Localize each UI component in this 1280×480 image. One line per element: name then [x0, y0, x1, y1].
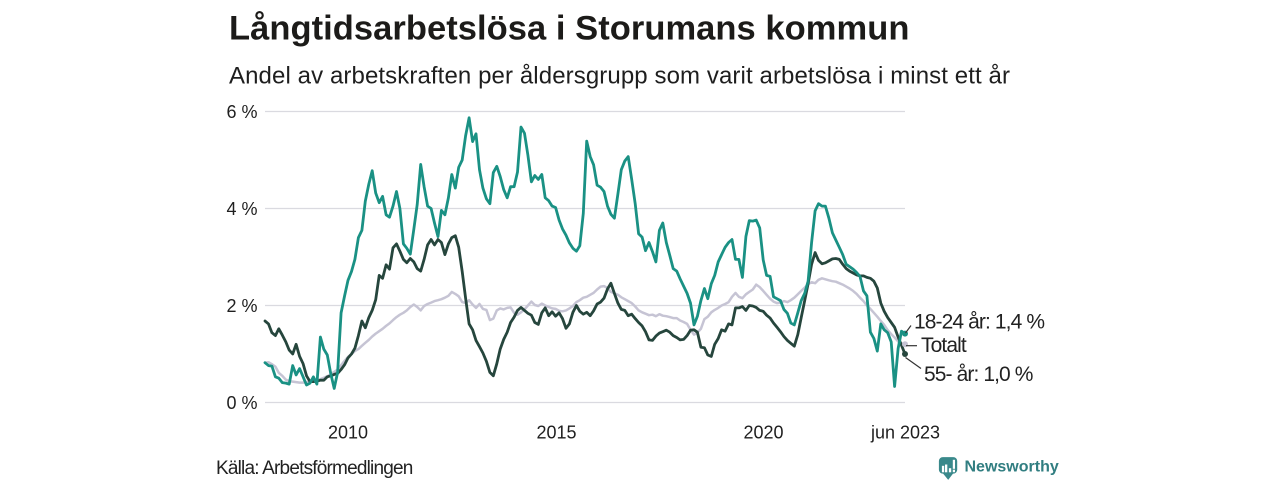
svg-text:2 %: 2 % — [226, 296, 257, 316]
svg-text:4 %: 4 % — [226, 199, 257, 219]
svg-text:55- år: 1,0 %: 55- år: 1,0 % — [924, 363, 1033, 386]
svg-text:2010: 2010 — [328, 423, 368, 443]
svg-text:2015: 2015 — [536, 423, 576, 443]
svg-text:2020: 2020 — [743, 423, 783, 443]
svg-text:Källa: Arbetsförmedlingen: Källa: Arbetsförmedlingen — [216, 458, 413, 479]
svg-text:18-24 år: 1,4 %: 18-24 år: 1,4 % — [914, 311, 1044, 334]
svg-text:Newsworthy: Newsworthy — [965, 459, 1059, 476]
svg-text:jun 2023: jun 2023 — [870, 423, 940, 443]
svg-text:Långtidsarbetslösa i Storumans: Långtidsarbetslösa i Storumans kommun — [229, 10, 909, 48]
svg-text:Andel av arbetskraften per åld: Andel av arbetskraften per åldersgrupp s… — [229, 63, 1010, 90]
svg-text:6 %: 6 % — [226, 102, 257, 122]
svg-text:Totalt: Totalt — [921, 334, 967, 357]
svg-text:0 %: 0 % — [226, 393, 257, 413]
